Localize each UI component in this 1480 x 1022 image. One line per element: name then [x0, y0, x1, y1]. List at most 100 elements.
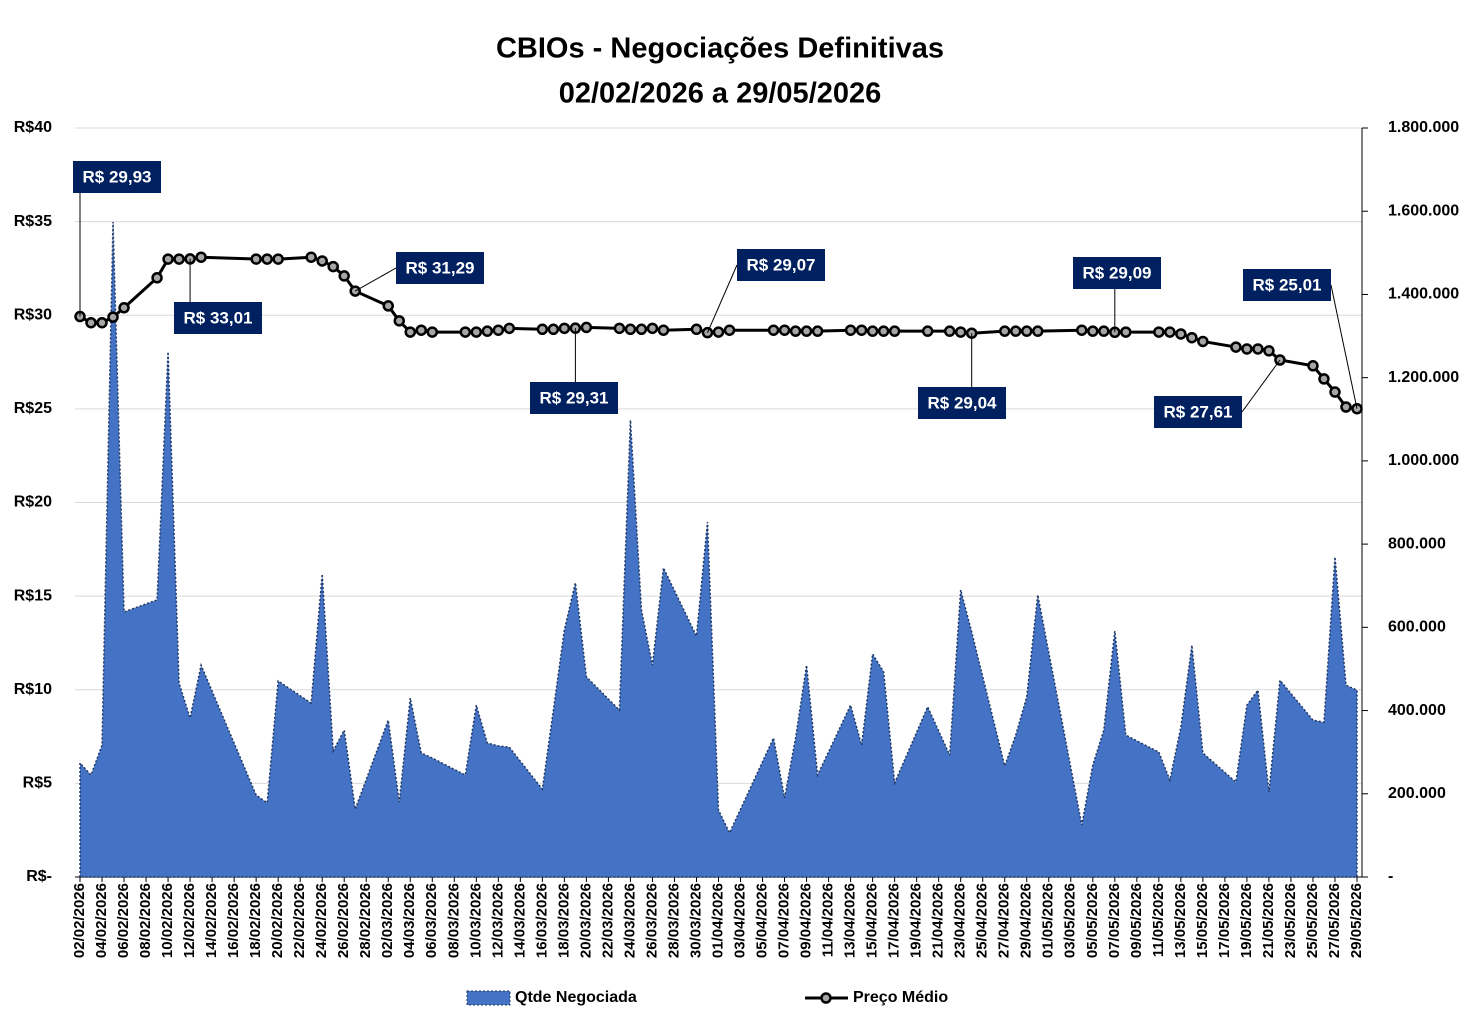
- chart-subtitle: 02/02/2026 a 29/05/2026: [559, 78, 882, 110]
- marker: [866, 325, 879, 337]
- y-tick-label: R$10: [14, 681, 52, 698]
- x-tick-label: 05/04/2026: [754, 883, 771, 958]
- marker: [327, 260, 339, 273]
- x-tick-label: 09/04/2026: [798, 883, 815, 958]
- y-tick-label: R$30: [14, 306, 52, 323]
- legend-swatch: [466, 990, 511, 1006]
- data-label: R$ 29,07: [747, 255, 816, 274]
- marker: [1252, 343, 1264, 355]
- data-label: R$ 29,09: [1083, 263, 1152, 282]
- marker: [415, 324, 428, 336]
- x-tick-label: 02/03/2026: [379, 883, 396, 958]
- marker: [778, 324, 791, 336]
- marker: [96, 316, 108, 329]
- data-label: R$ 25,01: [1253, 275, 1322, 294]
- marker: [877, 325, 890, 337]
- marker: [558, 322, 571, 335]
- x-tick-label: 13/04/2026: [842, 883, 859, 958]
- marker: [1230, 341, 1242, 353]
- marker: [1197, 335, 1209, 348]
- x-tick-label: 23/04/2026: [952, 883, 969, 958]
- y2-tick-label: 1.000.000: [1388, 452, 1459, 469]
- callout-box: [1243, 269, 1331, 301]
- marker: [1318, 373, 1330, 385]
- x-tick-label: 09/05/2026: [1128, 883, 1145, 958]
- y2-tick-label: 1.600.000: [1388, 202, 1459, 219]
- data-label: R$ 29,31: [540, 388, 609, 407]
- marker: [1020, 325, 1033, 337]
- chart-title: CBIOs - Negociações Definitivas: [496, 33, 944, 65]
- callout-box: [73, 161, 161, 193]
- x-tick-label: 25/04/2026: [974, 883, 991, 958]
- marker: [580, 321, 593, 334]
- x-tick-label: 11/05/2026: [1150, 883, 1167, 957]
- x-tick-label: 30/03/2026: [687, 883, 704, 958]
- y2-tick-label: 400.000: [1388, 702, 1446, 719]
- x-tick-label: 18/02/2026: [247, 883, 264, 958]
- marker: [503, 322, 516, 335]
- x-tick-label: 29/05/2026: [1348, 883, 1365, 958]
- callout-box: [737, 249, 825, 281]
- marker: [459, 326, 472, 338]
- x-tick-label: 08/02/2026: [137, 883, 154, 958]
- x-tick-label: 19/05/2026: [1238, 883, 1255, 958]
- y2-tick-label: -: [1388, 868, 1393, 885]
- x-tick-label: 05/05/2026: [1084, 883, 1101, 958]
- marker: [613, 322, 626, 335]
- y2-tick-label: 600.000: [1388, 619, 1446, 636]
- x-tick-label: 02/02/2026: [71, 883, 88, 958]
- marker: [1340, 401, 1352, 413]
- data-label: R$ 29,93: [83, 167, 152, 186]
- marker: [1098, 325, 1110, 337]
- y2-tick-label: 200.000: [1388, 785, 1446, 802]
- legend-marker: [820, 992, 832, 1004]
- marker: [1009, 325, 1022, 337]
- marker: [393, 315, 405, 327]
- x-tick-label: 26/02/2026: [335, 883, 352, 958]
- marker: [954, 326, 967, 338]
- marker: [404, 326, 417, 338]
- data-label: R$ 29,04: [928, 393, 998, 412]
- marker: [173, 253, 185, 265]
- callout-box: [174, 302, 262, 334]
- y-tick-label: R$25: [14, 400, 52, 417]
- x-tick-label: 08/03/2026: [445, 883, 462, 958]
- callout-box: [1073, 257, 1161, 289]
- callout-leader: [1241, 359, 1281, 413]
- y-tick-label: R$20: [14, 494, 52, 511]
- marker: [1032, 325, 1044, 337]
- x-tick-label: 20/02/2026: [269, 883, 286, 958]
- x-tick-label: 19/04/2026: [908, 883, 925, 958]
- marker: [250, 253, 262, 265]
- x-tick-label: 01/04/2026: [709, 883, 726, 958]
- marker: [382, 300, 394, 312]
- x-tick-label: 27/05/2026: [1326, 883, 1343, 958]
- marker: [1263, 345, 1275, 357]
- marker: [690, 323, 703, 336]
- marker: [943, 325, 956, 337]
- x-tick-label: 10/03/2026: [467, 883, 484, 958]
- y-tick-label: R$15: [14, 587, 52, 604]
- marker: [789, 325, 802, 337]
- marker: [767, 324, 780, 336]
- x-tick-label: 23/05/2026: [1282, 883, 1299, 958]
- marker: [811, 325, 824, 337]
- callout-box: [918, 387, 1006, 419]
- marker: [723, 324, 736, 336]
- marker: [151, 272, 163, 284]
- y2-tick-label: 1.200.000: [1388, 369, 1459, 386]
- marker: [338, 270, 350, 282]
- x-tick-label: 22/02/2026: [291, 883, 308, 958]
- legend-label: Preço Médio: [853, 989, 948, 1006]
- x-tick-label: 28/02/2026: [357, 883, 374, 958]
- marker: [1087, 325, 1099, 337]
- x-tick-label: 21/04/2026: [930, 883, 947, 958]
- x-tick-label: 16/02/2026: [225, 883, 242, 958]
- data-label: R$ 33,01: [184, 308, 253, 327]
- x-tick-label: 17/04/2026: [886, 883, 903, 958]
- x-tick-label: 28/03/2026: [665, 883, 682, 958]
- x-tick-label: 03/04/2026: [731, 883, 748, 958]
- x-tick-label: 26/03/2026: [643, 883, 660, 958]
- x-tick-label: 06/03/2026: [423, 883, 440, 958]
- area: [79, 222, 1358, 878]
